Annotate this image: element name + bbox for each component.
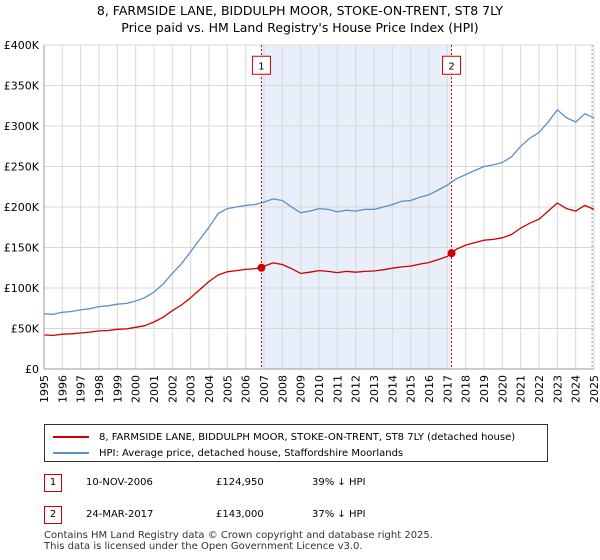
x-tick-label: 2025 [588,375,600,403]
x-tick-label: 2004 [203,375,216,403]
price-chart: £0 £50K £100K £150K £200K £250K £300K £350K £400… [4,39,600,403]
legend-item-property: 8, FARMSIDE LANE, BIDDULPH MOOR, STOKE-O… [53,429,515,445]
x-tick-label: 2020 [496,375,509,403]
chart-legend: 8, FARMSIDE LANE, BIDDULPH MOOR, STOKE-O… [44,424,548,462]
legend-swatch-property [53,436,89,438]
x-tick-label: 2001 [148,375,161,403]
x-tick-label: 2023 [551,375,564,403]
x-tick-label: 2005 [221,375,234,403]
sale-marker-badge: 2 [44,506,62,524]
x-tick-label: 1995 [38,375,51,403]
x-tick-label: 2021 [515,375,528,403]
x-tick-label: 2007 [258,375,271,403]
chart-title-subtitle: Price paid vs. HM Land Registry's House … [121,20,479,35]
y-tick-label: £300K [4,120,40,133]
legend-swatch-hpi [53,452,89,454]
sale-1-point [257,263,266,272]
table-row: 2 24-MAR-2017 £143,000 37% ↓ HPI [44,506,564,526]
sale-date: 24-MAR-2017 [86,509,154,520]
x-tick-label: 1996 [56,375,69,403]
x-tick-label: 2011 [331,375,344,403]
x-tick-label: 1997 [75,375,88,403]
y-tick-label: £350K [4,80,40,93]
sale-price: £124,950 [216,477,264,488]
sale-hpi-diff: 39% ↓ HPI [312,477,366,488]
footer-attribution: Contains HM Land Registry data © Crown c… [44,530,433,552]
y-tick-label: £50K [11,323,40,336]
x-tick-label: 2024 [570,375,583,403]
y-tick-label: £400K [4,39,40,52]
y-tick-label: £250K [4,161,40,174]
y-tick-label: £100K [4,282,40,295]
sale-2-label-box [442,55,462,75]
x-tick-label: 1998 [93,375,106,403]
sale-marker-badge: 1 [44,474,62,492]
x-tick-label: 2003 [185,375,198,403]
sale-2-point [447,249,456,258]
legend-item-hpi: HPI: Average price, detached house, Staf… [53,445,403,461]
x-tick-label: 2019 [478,375,491,403]
x-tick-label: 2006 [240,375,253,403]
x-tick-label: 2017 [441,375,454,403]
legend-label-hpi: HPI: Average price, detached house, Staf… [99,447,404,459]
x-tick-label: 2016 [423,375,436,403]
sale-2-label: 2 [448,61,454,72]
x-tick-label: 2000 [130,375,143,403]
y-tick-label: £150K [4,242,40,255]
table-row: 1 10-NOV-2006 £124,950 39% ↓ HPI [44,474,564,494]
footer-line-licence: This data is licensed under the Open Gov… [44,541,363,552]
x-tick-label: 2002 [166,375,179,403]
x-tick-label: 2010 [313,375,326,403]
x-tick-label: 2015 [405,375,418,403]
sale-hpi-diff: 37% ↓ HPI [312,509,366,520]
sale-1-label-box [251,55,271,75]
x-tick-label: 2012 [350,375,363,403]
legend-label-property: 8, FARMSIDE LANE, BIDDULPH MOOR, STOKE-O… [99,431,516,443]
x-tick-label: 2009 [295,375,308,403]
hpi-series-line [43,109,595,315]
footer-line-copyright: Contains HM Land Registry data © Crown c… [44,530,433,541]
x-tick-label: 2008 [276,375,289,403]
property-series-line [43,202,595,337]
x-tick-label: 2014 [386,375,399,403]
y-tick-label: £200K [4,201,40,214]
sale-date: 10-NOV-2006 [86,477,153,488]
x-tick-label: 2013 [368,375,381,403]
sale-price: £143,000 [216,509,264,520]
y-tick-label: £0 [25,363,39,376]
chart-title-address: 8, FARMSIDE LANE, BIDDULPH MOOR, STOKE-O… [96,3,504,18]
x-tick-label: 2018 [460,375,473,403]
sale-1-label: 1 [258,61,264,72]
x-tick-label: 1999 [111,375,124,403]
x-tick-label: 2022 [533,375,546,403]
